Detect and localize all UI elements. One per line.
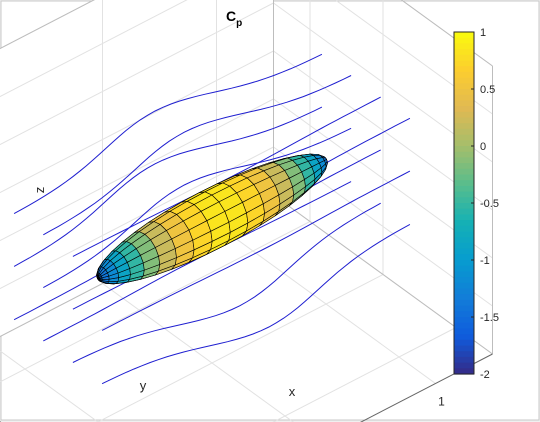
colorbar-segment [454,180,474,186]
colorbar-tick-label: -1.5 [480,312,499,324]
colorbar-segment [454,112,474,118]
colorbar-tick-label: -2 [480,369,490,381]
colorbar-segment [454,277,474,283]
colorbar-segment [454,226,474,232]
colorbar-segment [454,106,474,112]
colorbar-tick-label: 0.5 [480,84,495,96]
colorbar-segment [454,43,474,49]
colorbar-segment [454,152,474,158]
colorbar-segment [454,351,474,357]
colorbar-segment [454,123,474,129]
colorbar-segment [454,192,474,198]
x-axis-label: x [289,384,296,399]
colorbar-segment [454,118,474,124]
colorbar-segment [454,38,474,44]
colorbar-segment [454,243,474,249]
colorbar-segment [454,220,474,226]
colorbar-tick-label: 1 [480,27,486,39]
colorbar-segment [454,78,474,84]
colorbar-segment [454,306,474,312]
colorbar-segment [454,49,474,55]
colorbar-segment [454,157,474,163]
colorbar-segment [454,129,474,135]
colorbar-segment [454,340,474,346]
colorbar-segment [454,61,474,67]
colorbar-segment [454,266,474,272]
colorbar-segment [454,289,474,295]
colorbar-segment [454,72,474,78]
colorbar-segment [454,89,474,95]
colorbar-segment [454,175,474,181]
colorbar-segment [454,203,474,209]
colorbar-segment [454,271,474,277]
colorbar-segment [454,135,474,141]
colorbar-segment [454,186,474,192]
colorbar-segment [454,323,474,329]
colorbar-segment [454,163,474,169]
colorbar-segment [454,169,474,175]
colorbar-tick-label: -1 [480,255,490,267]
colorbar-segment [454,346,474,352]
colorbar-tick-label: -0.5 [480,198,499,210]
colorbar-segment [454,317,474,323]
y-axis-label: y [140,378,147,393]
colorbar-segment [454,328,474,334]
colorbar-segment [454,249,474,255]
colorbar-tick-label: 0 [480,141,486,153]
colorbar-segment [454,283,474,289]
colorbar-segment [454,95,474,101]
colorbar-segment [454,66,474,72]
colorbar-segment [454,237,474,243]
colorbar-segment [454,357,474,363]
colorbar-segment [454,55,474,61]
colorbar-segment [454,260,474,266]
colorbar-segment [454,294,474,300]
colorbar-segment [454,209,474,215]
colorbar-segment [454,232,474,238]
colorbar-segment [454,214,474,220]
colorbar-segment [454,146,474,152]
z-axis-label: z [32,187,47,194]
colorbar-segment [454,334,474,340]
colorbar-segment [454,300,474,306]
colorbar-segment [454,100,474,106]
colorbar-segment [454,363,474,369]
colorbar-segment [454,32,474,38]
x-tick-label: 1 [438,395,445,409]
